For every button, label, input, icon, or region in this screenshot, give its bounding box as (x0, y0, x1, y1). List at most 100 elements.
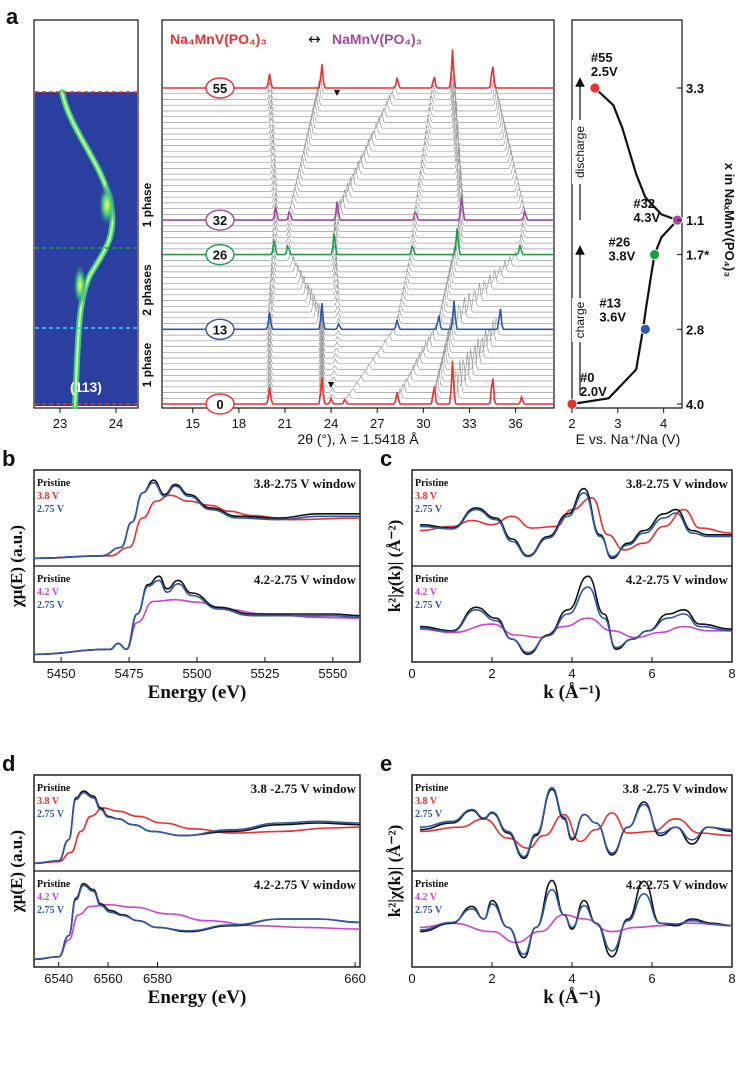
echem-marker-26 (649, 249, 660, 261)
xrd-scan-trace (163, 149, 553, 175)
xrd-scan-trace (163, 81, 553, 112)
legend-discharged: 2.75 V (415, 504, 443, 515)
scan-badge-label: 13 (213, 322, 227, 337)
xrd-scan-trace (163, 121, 553, 146)
heatmap-x-ticks: 23 24 (53, 408, 123, 431)
peak-marker-bottom (328, 382, 334, 388)
tick-label: 6540 (44, 971, 73, 986)
legend-pristine: Pristine (37, 879, 71, 890)
heatmap-peak-trace-core (61, 91, 114, 407)
heatmap-hotspot-2 (73, 263, 87, 307)
echem-point-voltage: 2.0V (580, 384, 607, 399)
echem-right-tick-label: 1.7* (686, 248, 710, 263)
xrd-xlabel: 2θ (°), λ = 1.5418 Å (297, 431, 419, 447)
voltage-profile-line (571, 87, 679, 406)
xrd-panel: Na₄MnV(PO₄)₃ ↔ NaMnV(PO₄)₃ 15 18 21 24 27 30 3… (140, 19, 555, 447)
echem-point-voltage: 2.5V (591, 64, 618, 79)
xrd-scan-trace (163, 317, 553, 342)
legend-pristine: Pristine (415, 783, 449, 794)
panel-d-bottom-42V-line (33, 903, 361, 961)
xrd-title-right: NaMnV(PO₄)₃ (332, 31, 422, 47)
discharge-label: discharge (573, 126, 587, 178)
legend-discharged: 2.75 V (37, 905, 65, 916)
echem-point-voltage: 4.3V (633, 210, 660, 225)
xrd-scan-trace (163, 344, 553, 370)
xrd-scan-trace (163, 222, 553, 244)
panel-d: d Pristine 3.8 V 2.75 V 3.8 -2.75 V window Pr… (2, 751, 366, 1008)
xrd-tick-label: 30 (416, 416, 430, 431)
tick-label: 5550 (318, 666, 347, 681)
panel-e-top-275V-line (419, 786, 733, 858)
echem-right-tick-label: 3.3 (686, 81, 704, 96)
panel-c: c Pristine 3.8 V 2.75 V 3.8-2.75 V window Pri… (380, 446, 736, 703)
legend-discharged: 2.75 V (415, 905, 443, 916)
xrd-scan-trace (163, 292, 553, 313)
legend-pristine: Pristine (37, 783, 71, 794)
phase-label-mid: 2 phases (140, 264, 154, 316)
xrd-scan-trace (163, 288, 553, 307)
echem-marker-0 (566, 398, 578, 410)
panel-e-bottom-42V-line (419, 913, 733, 944)
panel-c-bottom-Pristine-line (419, 575, 733, 656)
legend-discharged: 2.75 V (37, 600, 65, 611)
xrd-scan-trace (163, 351, 553, 382)
panel-d-top-38V-line (33, 807, 361, 865)
xrd-scan-trace (163, 169, 553, 192)
legend-charged: 3.8 V (37, 796, 60, 807)
scan-badge-13 (205, 318, 235, 341)
heatmap-tick-label: 23 (53, 416, 67, 431)
xrd-scan-trace (163, 145, 553, 169)
window-label: 4.2-2.75 V window (626, 572, 729, 587)
xrd-scan-trace (163, 274, 553, 290)
scan-badge-32 (205, 209, 235, 231)
xrd-scan-trace (163, 348, 553, 376)
panel-b-top-275V-line (33, 481, 360, 560)
xrd-scan-trace (163, 279, 553, 296)
xrd-scan-trace (163, 260, 553, 278)
legend-charged: 4.2 V (37, 892, 60, 903)
xrd-scan-trace (163, 75, 553, 106)
xrd-scan-trace (163, 184, 553, 204)
xrd-scan-trace (163, 328, 553, 353)
heatmap-peak-label: (113) (70, 379, 102, 395)
legend-charged: 3.8 V (415, 491, 438, 502)
xrd-scan-trace (163, 253, 553, 273)
tick-label: 5450 (47, 666, 76, 681)
panel-e-bottom-275V-line (419, 888, 733, 956)
legend-charged: 3.8 V (415, 796, 438, 807)
xrd-scan-trace (163, 359, 553, 388)
xrd-title-arrow: ↔ (308, 30, 321, 48)
echem-point-id: #32 (633, 196, 655, 211)
xrd-scan-trace (163, 282, 553, 301)
legend-discharged: 2.75 V (415, 600, 443, 611)
panel-a-label: a (6, 4, 19, 29)
panel-d-ylabel: χμ(E) (a.u.) (7, 830, 26, 913)
panel-c-bottom-275V-line (419, 586, 733, 654)
xrd-tick-label: 33 (462, 416, 476, 431)
xrd-scan-trace (163, 219, 553, 238)
xrd-scan-trace (163, 158, 553, 181)
tick-label: 6 (648, 666, 655, 681)
charge-label: charge (573, 301, 587, 338)
echem-point-id: #26 (609, 235, 631, 250)
legend-pristine: Pristine (37, 574, 71, 585)
echem-point-voltage: 3.8V (609, 249, 636, 264)
echem-marker-13 (639, 323, 651, 335)
tick-label: 8 (728, 971, 735, 986)
heatmap-panel: (113) 23 24 (33, 19, 139, 431)
heatmap-hotspot (98, 183, 116, 227)
xrd-scan-trace (163, 336, 553, 359)
xrd-tick-label: 15 (186, 416, 200, 431)
xrd-scan-trace (163, 211, 553, 232)
scan-badge-label: 55 (213, 81, 227, 96)
xrd-tick-label: 27 (370, 416, 384, 431)
xrd-scan-trace (163, 337, 553, 365)
legend-charged: 4.2 V (37, 587, 60, 598)
echem-curve: #02.0V #133.6V #263.8V #324.3V #552.5V (566, 50, 683, 410)
tick-label: 5525 (250, 666, 279, 681)
echem-right-tick-label: 2.8 (686, 322, 704, 337)
panel-d-bottom-275V-line (33, 884, 361, 961)
window-label: 4.2-2.75 V window (254, 572, 357, 587)
panel-d-top-275V-line (33, 791, 361, 865)
echem-point-id: #13 (599, 295, 621, 310)
